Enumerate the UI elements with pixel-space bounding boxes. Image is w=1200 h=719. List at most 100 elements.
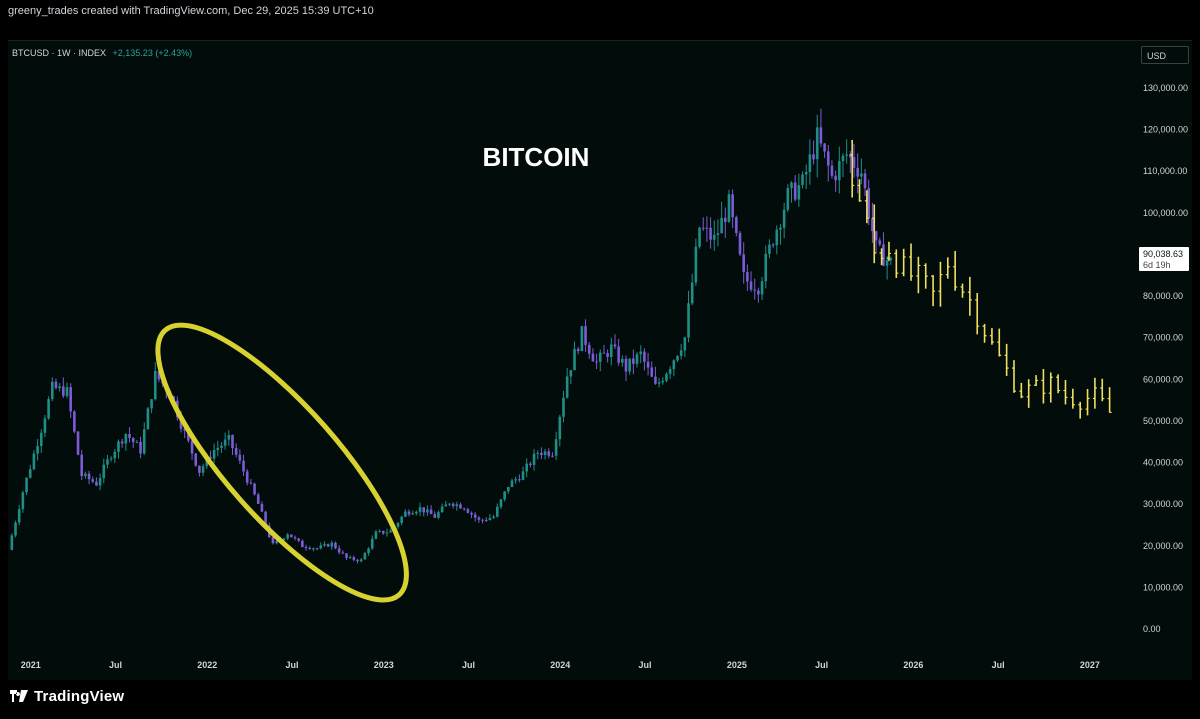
candle-body: [606, 353, 609, 357]
y-tick-label: 40,000.00: [1143, 458, 1183, 468]
candle-body: [297, 538, 300, 541]
candle-body: [507, 486, 510, 492]
candle-body: [459, 504, 462, 509]
candle-body: [632, 358, 635, 364]
y-tick-label: 30,000.00: [1143, 499, 1183, 509]
candle-body: [598, 352, 602, 362]
x-tick-label: 2027: [1080, 660, 1100, 670]
candle-body: [694, 246, 698, 283]
y-tick-label: 60,000.00: [1143, 374, 1183, 384]
candle-body: [381, 530, 385, 534]
price-badge: 90,038.63 6d 19h: [1139, 247, 1189, 271]
candle-body: [771, 244, 775, 246]
candle-body: [120, 441, 124, 444]
candle-body: [234, 448, 238, 455]
candle-body: [565, 376, 569, 398]
y-tick-label: 50,000.00: [1143, 416, 1183, 426]
candle-body: [39, 432, 43, 446]
x-tick-label: 2026: [903, 660, 923, 670]
candle-body: [786, 188, 790, 210]
candle-body: [510, 480, 514, 487]
candle-body: [451, 503, 455, 507]
candle-body: [131, 437, 135, 443]
candle-body: [477, 517, 481, 520]
candle-body: [878, 240, 882, 245]
y-tick-label: 100,000.00: [1143, 208, 1188, 218]
candle-body: [367, 548, 370, 554]
annotation-layer: [155, 322, 409, 603]
candle-body: [245, 471, 249, 483]
candle-body: [290, 534, 293, 538]
candle-body: [396, 522, 400, 527]
candle-body: [782, 209, 786, 228]
candle-body: [400, 516, 403, 523]
candle-body: [142, 429, 146, 454]
candle-body: [249, 482, 253, 484]
candle-body: [448, 503, 451, 505]
x-tick-label: Jul: [815, 660, 828, 670]
candle-body: [738, 233, 742, 255]
candle-body: [845, 154, 848, 156]
candle-body: [348, 557, 352, 559]
candle-body: [426, 509, 429, 513]
candle-body: [654, 376, 657, 384]
candle-body: [470, 512, 473, 515]
candle-body: [540, 452, 543, 456]
y-tick-label: 120,000.00: [1143, 125, 1188, 135]
candle-body: [238, 454, 242, 461]
candle-body: [488, 517, 492, 521]
candle-body: [819, 127, 823, 144]
candle-body: [672, 360, 676, 370]
brand-logo: TradingView: [10, 688, 124, 705]
candle-body: [742, 254, 745, 273]
y-tick-label: 10,000.00: [1143, 582, 1183, 592]
candle-body: [286, 534, 289, 539]
candle-body: [135, 442, 139, 444]
y-tick-label: 80,000.00: [1143, 291, 1183, 301]
candle-body: [80, 454, 84, 477]
tradingview-icon: [10, 690, 28, 702]
candle-body: [209, 456, 212, 459]
candle-body: [757, 290, 760, 295]
candle-body: [415, 511, 418, 514]
candle-body: [834, 175, 837, 181]
candle-body: [429, 509, 433, 515]
candle-body: [624, 358, 628, 372]
candle-body: [698, 227, 701, 247]
candle-body: [253, 483, 256, 495]
price-badge-countdown: 6d 19h: [1143, 260, 1171, 270]
candle-body: [117, 441, 120, 452]
candle-body: [665, 373, 668, 381]
candle-body: [808, 154, 812, 173]
symbol-name: BTCUSD · 1W · INDEX: [12, 48, 107, 58]
symbol-change: +2,135.23 (+2.43%): [112, 48, 193, 58]
y-axis: 130,000.00 120,000.00 110,000.00 100,000.00…: [1143, 83, 1188, 634]
candle-body: [91, 479, 95, 482]
candle-body: [433, 514, 437, 518]
candle-body: [109, 458, 113, 460]
chart-caption: greeny_trades created with TradingView.c…: [0, 0, 1200, 22]
candle-body: [227, 435, 231, 440]
candle-body: [849, 154, 852, 158]
candle-body: [775, 229, 779, 246]
candle-body: [363, 553, 367, 560]
candle-body: [617, 346, 620, 363]
currency-button[interactable]: USD: [1141, 46, 1189, 64]
candle-body: [554, 439, 558, 456]
candle-body: [264, 511, 267, 526]
candle-body: [87, 473, 91, 480]
candle-body: [812, 154, 815, 160]
candle-body: [198, 465, 201, 473]
candle-body: [727, 194, 731, 222]
candle-body: [801, 174, 804, 186]
footer-bar: [0, 680, 1200, 719]
candle-body: [17, 509, 21, 523]
candle-body: [444, 504, 448, 507]
candle-body: [216, 447, 220, 451]
candle-body: [21, 492, 25, 510]
candle-body: [779, 227, 782, 230]
candle-body: [525, 463, 529, 472]
candle-body: [190, 440, 194, 454]
candle-body: [223, 439, 227, 446]
